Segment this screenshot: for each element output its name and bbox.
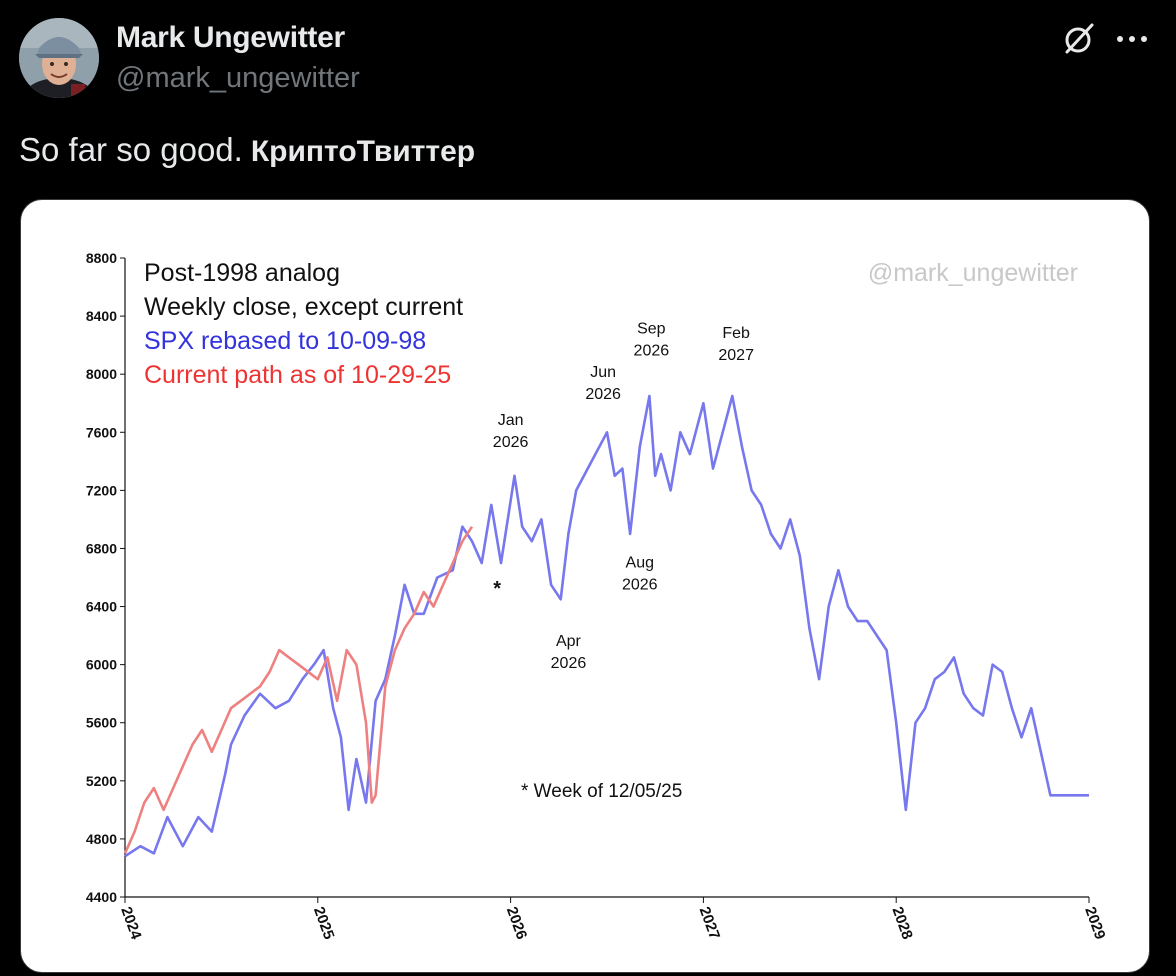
y-tick-label: 7200 <box>86 482 117 498</box>
author-name[interactable]: Mark Ungewitter <box>116 21 345 54</box>
tweet-text: So far so good. КриптоТвиттер <box>19 131 475 169</box>
annotation-month: Jan <box>498 412 524 429</box>
y-tick-label: 6400 <box>86 599 117 615</box>
y-tick-label: 5600 <box>86 715 117 731</box>
y-tick-label: 8800 <box>86 250 117 266</box>
more-dots-icon[interactable] <box>1114 22 1154 56</box>
y-tick-label: 8400 <box>86 308 117 324</box>
x-tick-label: 2028 <box>888 905 915 942</box>
x-tick-label: 2025 <box>310 905 337 942</box>
author-handle[interactable]: @mark_ungewitter <box>116 62 360 94</box>
legend-title-line-2: Weekly close, except current <box>144 293 463 321</box>
x-tick-label: 2026 <box>503 905 530 942</box>
x-tick-label: 2027 <box>696 905 723 942</box>
y-tick-label: 4800 <box>86 831 117 847</box>
spx-series-line <box>124 394 1089 858</box>
y-tick-label: 7600 <box>86 424 117 440</box>
chart-footnote: * Week of 12/05/25 <box>521 781 682 802</box>
annotation-month: Jun <box>590 364 616 381</box>
annotation-year: 2026 <box>585 386 621 403</box>
annotation-month: Apr <box>556 633 582 650</box>
y-tick-label: 8000 <box>86 366 117 382</box>
annotation-month: Feb <box>722 325 750 342</box>
x-tick-label: 2029 <box>1081 905 1108 942</box>
annotation-year: 2026 <box>634 343 670 360</box>
y-tick-label: 4400 <box>86 889 117 905</box>
legend-current-series: Current path as of 10-29-25 <box>144 361 451 389</box>
hashtag-link[interactable]: КриптоТвиттер <box>250 135 476 168</box>
y-tick-label: 6000 <box>86 657 117 673</box>
annotation-month: Aug <box>626 554 654 571</box>
x-tick-label: 2024 <box>117 905 145 943</box>
author-avatar[interactable] <box>19 18 99 98</box>
grok-slash-circle-icon[interactable] <box>1062 22 1096 56</box>
tweet-body: So far so good. <box>19 131 243 168</box>
y-tick-label: 6800 <box>86 540 117 556</box>
annotation-year: 2026 <box>551 655 587 672</box>
annotation-year: 2026 <box>622 576 658 593</box>
annotation-year: 2026 <box>493 434 529 451</box>
legend-spx-series: SPX rebased to 10-09-98 <box>144 327 426 355</box>
analog-chart: 4400 4800 5200 5600 6000 6400 6800 7200 7600 8000… <box>86 250 1109 943</box>
legend-title-line-1: Post-1998 analog <box>144 259 340 287</box>
annotation-month: Sep <box>637 321 666 338</box>
current-path-line <box>123 525 474 854</box>
annotation-year: 2027 <box>718 347 754 364</box>
avatar-photo <box>19 18 99 98</box>
chart-watermark: @mark_ungewitter <box>868 259 1078 287</box>
tweet-media-image[interactable]: 4400 4800 5200 5600 6000 6400 6800 7200 7600 8000… <box>20 199 1150 973</box>
chart-marker-asterisk: * <box>493 578 501 600</box>
y-tick-label: 5200 <box>86 773 117 789</box>
